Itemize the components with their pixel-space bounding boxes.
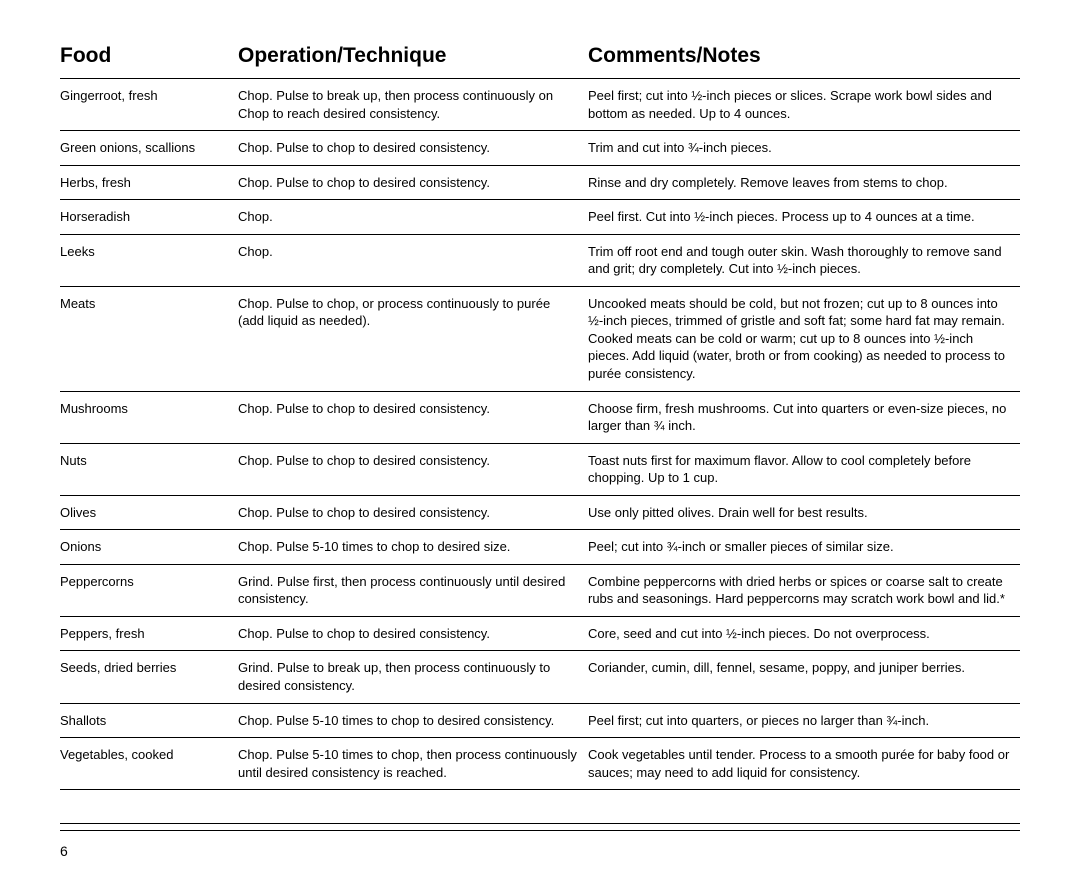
cell-food: Peppers, fresh: [60, 616, 238, 651]
cell-food: Nuts: [60, 443, 238, 495]
cell-food: Seeds, dried berries: [60, 651, 238, 703]
col-header-comments: Comments/Notes: [588, 44, 1020, 79]
cell-food: Onions: [60, 530, 238, 565]
cell-food: Gingerroot, fresh: [60, 79, 238, 131]
cell-food: Olives: [60, 495, 238, 530]
table-row: Meats Chop. Pulse to chop, or process co…: [60, 286, 1020, 391]
cell-food: Meats: [60, 286, 238, 391]
cell-comments: Choose firm, fresh mushrooms. Cut into q…: [588, 391, 1020, 443]
cell-operation: Chop. Pulse 5-10 times to chop, then pro…: [238, 738, 588, 790]
food-processing-table: Food Operation/Technique Comments/Notes …: [60, 44, 1020, 824]
table-row: Mushrooms Chop. Pulse to chop to desired…: [60, 391, 1020, 443]
cell-comments: Trim off root end and tough outer skin. …: [588, 234, 1020, 286]
cell-operation: Chop.: [238, 234, 588, 286]
table-row: Vegetables, cooked Chop. Pulse 5-10 time…: [60, 738, 1020, 790]
cell-operation: Chop. Pulse to chop to desired consisten…: [238, 131, 588, 166]
table-row: Green onions, scallions Chop. Pulse to c…: [60, 131, 1020, 166]
cell-comments: Core, seed and cut into ½-inch pieces. D…: [588, 616, 1020, 651]
cell-food: Peppercorns: [60, 564, 238, 616]
cell-comments: Use only pitted olives. Drain well for b…: [588, 495, 1020, 530]
cell-comments: Peel first. Cut into ½-inch pieces. Proc…: [588, 200, 1020, 235]
cell-operation: Chop.: [238, 200, 588, 235]
cell-food: Horseradish: [60, 200, 238, 235]
cell-operation: Chop. Pulse to chop to desired consisten…: [238, 165, 588, 200]
cell-operation: Chop. Pulse to chop to desired consisten…: [238, 616, 588, 651]
cell-empty: [60, 790, 238, 824]
cell-operation: Chop. Pulse to chop to desired consisten…: [238, 443, 588, 495]
col-header-food: Food: [60, 44, 238, 79]
cell-food: Herbs, fresh: [60, 165, 238, 200]
table-body: Gingerroot, fresh Chop. Pulse to break u…: [60, 79, 1020, 824]
cell-empty: [238, 790, 588, 824]
table-row: Peppercorns Grind. Pulse first, then pro…: [60, 564, 1020, 616]
cell-food: Leeks: [60, 234, 238, 286]
cell-comments: Peel first; cut into quarters, or pieces…: [588, 703, 1020, 738]
col-header-operation: Operation/Technique: [238, 44, 588, 79]
cell-operation: Chop. Pulse to chop to desired consisten…: [238, 495, 588, 530]
cell-operation: Grind. Pulse to break up, then process c…: [238, 651, 588, 703]
page-number: 6: [60, 843, 68, 859]
cell-food: Green onions, scallions: [60, 131, 238, 166]
table-header-row: Food Operation/Technique Comments/Notes: [60, 44, 1020, 79]
cell-food: Vegetables, cooked: [60, 738, 238, 790]
table-row: Seeds, dried berries Grind. Pulse to bre…: [60, 651, 1020, 703]
cell-comments: Rinse and dry completely. Remove leaves …: [588, 165, 1020, 200]
cell-empty: [588, 790, 1020, 824]
footer-rule: [60, 830, 1020, 831]
table-row: Olives Chop. Pulse to chop to desired co…: [60, 495, 1020, 530]
cell-operation: Grind. Pulse first, then process continu…: [238, 564, 588, 616]
cell-comments: Coriander, cumin, dill, fennel, sesame, …: [588, 651, 1020, 703]
table-row: Horseradish Chop. Peel first. Cut into ½…: [60, 200, 1020, 235]
table-row: Peppers, fresh Chop. Pulse to chop to de…: [60, 616, 1020, 651]
cell-comments: Toast nuts first for maximum flavor. All…: [588, 443, 1020, 495]
cell-operation: Chop. Pulse to chop to desired consisten…: [238, 391, 588, 443]
table-row: Shallots Chop. Pulse 5-10 times to chop …: [60, 703, 1020, 738]
table-row: Leeks Chop. Trim off root end and tough …: [60, 234, 1020, 286]
cell-operation: Chop. Pulse to break up, then process co…: [238, 79, 588, 131]
cell-comments: Cook vegetables until tender. Process to…: [588, 738, 1020, 790]
cell-comments: Combine peppercorns with dried herbs or …: [588, 564, 1020, 616]
cell-food: Shallots: [60, 703, 238, 738]
page: Food Operation/Technique Comments/Notes …: [0, 0, 1080, 889]
table-row: Onions Chop. Pulse 5-10 times to chop to…: [60, 530, 1020, 565]
table-spacer-row: [60, 790, 1020, 824]
cell-comments: Trim and cut into ¾-inch pieces.: [588, 131, 1020, 166]
table-row: Herbs, fresh Chop. Pulse to chop to desi…: [60, 165, 1020, 200]
table-row: Gingerroot, fresh Chop. Pulse to break u…: [60, 79, 1020, 131]
table-row: Nuts Chop. Pulse to chop to desired cons…: [60, 443, 1020, 495]
cell-food: Mushrooms: [60, 391, 238, 443]
cell-operation: Chop. Pulse 5-10 times to chop to desire…: [238, 703, 588, 738]
cell-comments: Uncooked meats should be cold, but not f…: [588, 286, 1020, 391]
cell-comments: Peel; cut into ¾-inch or smaller pieces …: [588, 530, 1020, 565]
cell-operation: Chop. Pulse to chop, or process continuo…: [238, 286, 588, 391]
cell-comments: Peel first; cut into ½-inch pieces or sl…: [588, 79, 1020, 131]
cell-operation: Chop. Pulse 5-10 times to chop to desire…: [238, 530, 588, 565]
